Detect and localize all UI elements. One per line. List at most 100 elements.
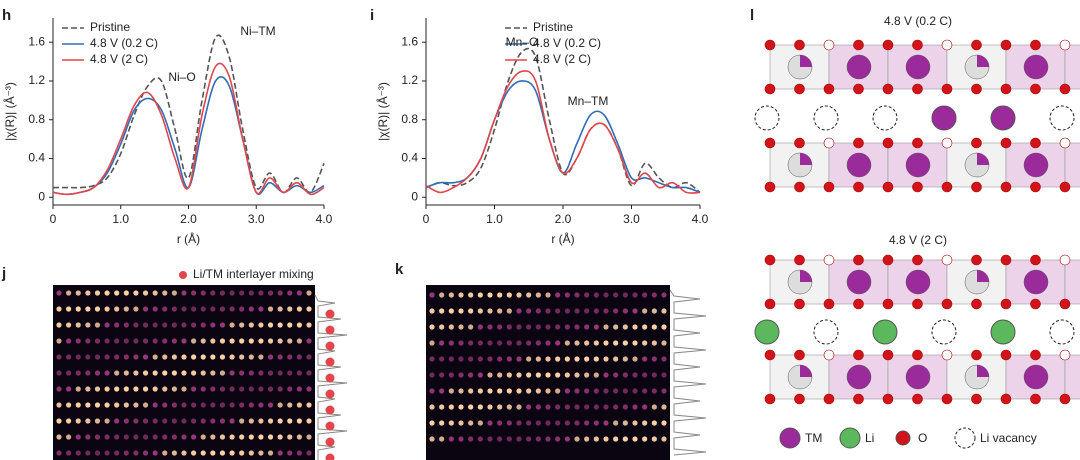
atom-spot: [487, 308, 493, 314]
oxygen: [1000, 137, 1012, 149]
atom-spot: [439, 356, 445, 362]
atom-spot: [622, 308, 628, 314]
atom-spot: [66, 450, 72, 456]
atom-spot: [545, 436, 551, 442]
annotation: Ni–TM: [240, 24, 275, 38]
atom-spot: [210, 418, 216, 424]
atom-spot: [603, 340, 609, 346]
legend-label: 4.8 V (2 C): [90, 52, 148, 66]
oxygen: [1059, 137, 1071, 149]
atom-spot: [277, 434, 283, 440]
atom-spot: [287, 322, 293, 328]
atom-spot: [574, 372, 580, 378]
atom-spot: [477, 340, 483, 346]
atom-spot: [506, 372, 512, 378]
atom-spot: [306, 386, 312, 392]
cation-part: [800, 153, 812, 165]
atom-spot: [239, 418, 245, 424]
oxygen: [1000, 349, 1012, 361]
atom-spot: [296, 434, 302, 440]
atom-spot: [142, 322, 149, 328]
atom-spot: [458, 436, 464, 442]
atom-spot: [114, 290, 120, 296]
atom-spot: [555, 324, 561, 330]
series-line: [52, 62, 325, 196]
atom-spot: [248, 338, 254, 344]
atom-spot: [200, 306, 206, 312]
atom-spot: [429, 372, 435, 378]
oxygen: [823, 393, 835, 405]
atom-spot: [104, 418, 110, 424]
atom-spot: [200, 290, 206, 296]
atom-spot: [497, 436, 503, 442]
atom-spot: [661, 340, 667, 346]
atom-spot: [56, 354, 62, 360]
series-line: [425, 47, 701, 194]
oxygen: [1030, 393, 1041, 405]
atom-spot: [162, 386, 168, 392]
atom-spot: [219, 306, 226, 312]
atom-spot: [75, 306, 81, 312]
atom-spot: [152, 418, 158, 424]
cation: [846, 152, 872, 178]
oxygen: [1059, 298, 1071, 310]
atom-spot: [632, 356, 638, 362]
atom-spot: [66, 338, 72, 344]
atom-spot: [477, 388, 483, 394]
oxygen: [1030, 181, 1041, 193]
atom-spot: [142, 434, 149, 440]
x-tick-label: 1.0: [112, 212, 129, 226]
atom-spot: [162, 322, 168, 328]
atom-spot: [191, 434, 197, 440]
x-tick-label: 2.0: [555, 212, 572, 226]
atom-spot: [448, 420, 454, 426]
atom-spot: [162, 450, 168, 456]
oxygen: [882, 349, 894, 361]
oxygen: [1030, 137, 1041, 149]
atom-spot: [661, 372, 667, 378]
atom-spot: [516, 404, 522, 410]
cation-part: [800, 270, 812, 282]
atom-spot: [85, 402, 91, 408]
atom-spot: [642, 420, 648, 426]
atom-spot: [171, 370, 177, 376]
atom-spot: [114, 386, 120, 392]
atom-spot: [632, 292, 638, 298]
atom-spot: [171, 354, 177, 360]
cation: [1023, 152, 1049, 178]
atom-spot: [545, 372, 551, 378]
annotation: Ni–O: [168, 70, 195, 84]
atom-spot: [574, 420, 580, 426]
atom-spot: [296, 386, 302, 392]
atom-spot: [171, 402, 177, 408]
atom-spot: [191, 306, 197, 312]
atom-spot: [613, 372, 619, 378]
oxygen: [794, 39, 805, 51]
oxygen: [1000, 39, 1012, 51]
series-line: [425, 80, 701, 194]
atom-spot: [448, 388, 454, 394]
atom-spot: [429, 308, 435, 314]
atom-spot: [526, 404, 532, 410]
octahedron: [1064, 259, 1080, 305]
atom-spot: [248, 418, 254, 424]
oxygen: [764, 137, 776, 149]
atom-spot: [526, 340, 532, 346]
atom-spot: [468, 404, 474, 410]
atom-spot: [487, 372, 493, 378]
atom-spot: [458, 388, 464, 394]
mixing-marker: [325, 405, 335, 415]
atom-spot: [526, 308, 532, 314]
atom-spot: [651, 372, 657, 378]
atom-spot: [219, 450, 226, 456]
atom-spot: [642, 292, 648, 298]
oxygen: [941, 393, 953, 405]
atom-spot: [248, 434, 254, 440]
atom-spot: [85, 450, 91, 456]
atom-spot: [535, 436, 541, 442]
atom-spot: [142, 450, 149, 456]
oxygen: [912, 298, 923, 310]
panel-label: l: [750, 7, 754, 24]
atom-spot: [181, 322, 187, 328]
atom-spot: [219, 338, 226, 344]
